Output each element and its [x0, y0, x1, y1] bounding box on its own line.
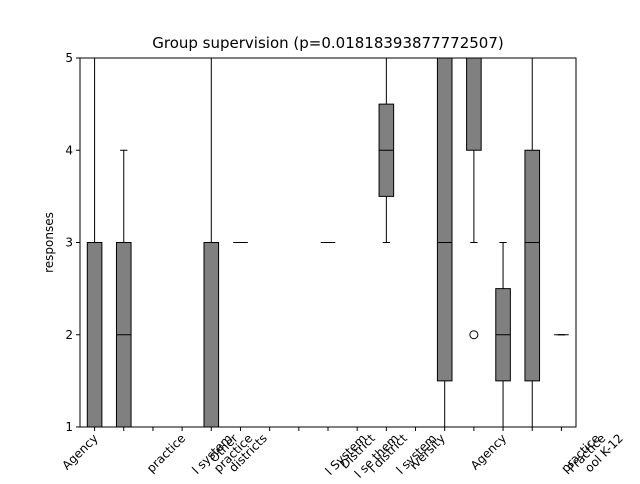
y-tick-label-4: 4: [65, 143, 73, 157]
box-1: [86, 242, 103, 428]
y-tick-label-3: 3: [65, 236, 73, 250]
box-16: [524, 149, 541, 382]
chart-title: Group supervision (p=0.01818393877772507…: [152, 34, 504, 52]
y-tick-label-5: 5: [65, 51, 73, 65]
box-14-outlier-1: [469, 330, 479, 340]
box-5: [203, 242, 220, 428]
y-tick-label-1: 1: [65, 420, 73, 434]
box-13: [436, 57, 453, 382]
y-tick-label-2: 2: [65, 328, 73, 342]
box-14: [466, 57, 482, 151]
y-axis-label: responses: [42, 212, 56, 273]
